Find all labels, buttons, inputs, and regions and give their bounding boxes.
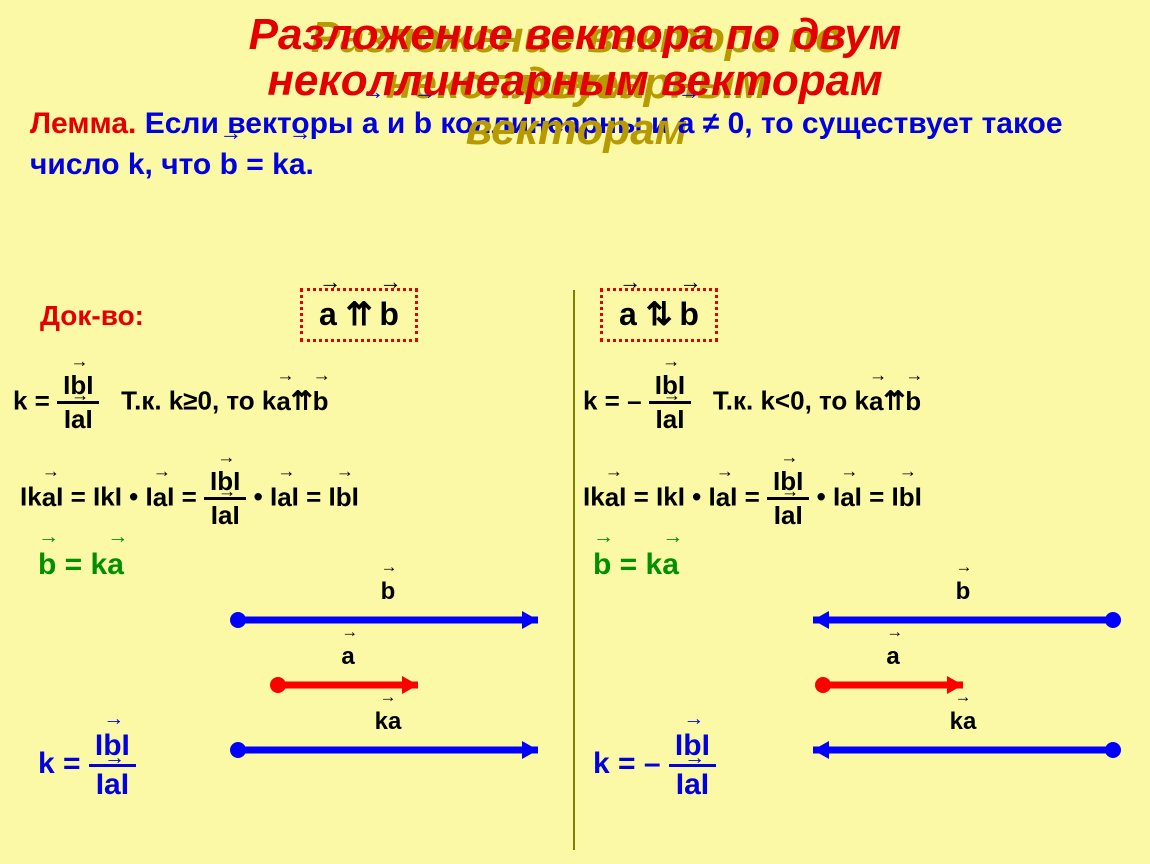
left-conclusion: b = ka [38,548,124,582]
right-le-v4: b [899,482,915,513]
right-kf-frac: IbI IaI [669,730,716,800]
right-le-frac: IbI IaI [767,468,809,530]
right-le-mid1: = IkI • I [626,482,715,512]
left-k-frac: IbI IaI [57,372,99,434]
left-k-suffix-vec2: b [313,386,329,417]
left-le-mid1: = IkI • I [63,482,152,512]
left-le-end1: I = [167,482,197,512]
left-conc-a: a [107,548,124,582]
right-vec-ka-label: ka [943,708,983,736]
left-column: k = IbI IaI Т.к. k≥0, то ka⇈b IkaI = IkI… [8,290,573,860]
left-kf-den: a [104,769,121,801]
left-conc-mid: = k [56,548,107,581]
left-le-frac: IbI IaI [204,468,246,530]
right-le-p2m: I = I [855,482,899,512]
left-kf-frac: IbI IaI [89,730,136,800]
right-le-p2s: • I [817,482,841,512]
left-conc-b: b [38,548,56,582]
right-le-v2: a [716,482,730,513]
left-k-den-vec: a [71,406,85,433]
right-conclusion: b = ka [593,548,679,582]
right-kf-prefix: k = – [593,747,661,780]
lemma-label: Лемма. [30,107,136,140]
left-kf-prefix: k = [38,747,89,780]
right-le-end1: I = [730,482,760,512]
right-k-prefix: k = – [583,386,642,416]
left-vec-a-label: a [328,643,368,671]
right-le-den: a [781,502,795,529]
right-k-eq: k = – IbI IaI Т.к. k<0, то ka⇈b [583,372,921,434]
right-k-frac: IbI IaI [649,372,691,434]
title-line-2: неколлинеарным векторам [267,58,882,104]
right-k-final: k = – IbI IaI [593,730,716,800]
right-conc-b: b [593,548,611,582]
left-k-suffix-prefix: Т.к. k≥0, то k [121,386,276,416]
right-long-eq: IkaI = IkI • IaI = IbI IaI • IaI = IbI [583,468,922,530]
lemma-vec-b1: b [414,104,432,145]
right-k-den-vec: a [663,406,677,433]
left-le-p2s: • I [254,482,278,512]
right-k-suffix-vec1: a [869,386,883,417]
slide-title: Разложение вектора по двум неколлинеарны… [0,0,1150,104]
lemma-vec-a2: a [678,104,695,145]
lemma-vec-a1: a [362,104,379,145]
left-le-p2e: I [352,482,359,512]
left-le-v1: a [42,482,56,513]
lemma-vec-a3: a [289,145,306,186]
right-kf-den: a [684,769,701,801]
left-vec-b-label: b [368,578,408,606]
right-le-p2e: I [915,482,922,512]
left-k-prefix: k = [13,386,50,416]
right-vec-b-label: b [943,578,983,606]
left-k-suffix-arrows: ⇈ [291,386,313,416]
left-long-eq: IkaI = IkI • IaI = IbI IaI • IaI = IbI [20,468,359,530]
right-conc-a: a [662,548,679,582]
column-divider [573,290,575,850]
slide-root: Разложение вектора по двум неколлинеарны… [0,0,1150,864]
right-le-v1: a [605,482,619,513]
proof-columns: k = IbI IaI Т.к. k≥0, то ka⇈b IkaI = IkI… [0,290,1150,860]
left-le-v3: a [277,482,291,513]
left-le-v4: b [336,482,352,513]
left-vec-ka-label: ka [368,708,408,736]
right-k-suffix-arrows: ⇈ [883,386,905,416]
left-le-v2: a [153,482,167,513]
left-le-p2m: I = I [292,482,336,512]
right-le-v3: a [840,482,854,513]
right-k-suffix-prefix: Т.к. k<0, то k [713,386,869,416]
right-k-suffix-vec2: b [905,386,921,417]
left-k-eq: k = IbI IaI Т.к. k≥0, то ka⇈b [13,372,329,434]
left-k-suffix-vec1: a [276,386,290,417]
lemma-vec-b2: b [220,145,238,186]
title-line-1: Разложение вектора по двум [249,12,902,58]
left-le-den: a [218,502,232,529]
right-vec-a-label: a [873,643,913,671]
left-k-final: k = IbI IaI [38,730,136,800]
right-column: k = – IbI IaI Т.к. k<0, то ka⇈b IkaI = I… [583,290,1148,860]
right-conc-mid: = k [611,548,662,581]
